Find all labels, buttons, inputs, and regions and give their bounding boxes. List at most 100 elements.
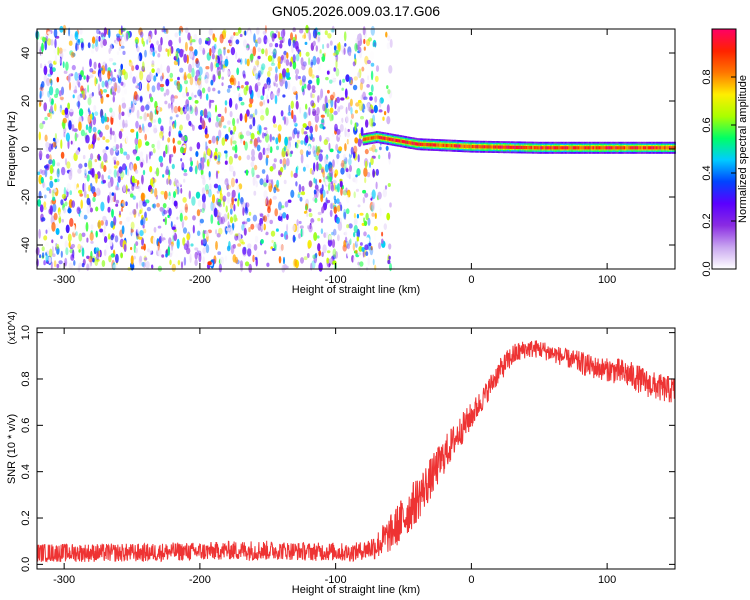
spectrogram-noise-cell [345, 187, 348, 193]
spectrogram-noise-cell [101, 260, 106, 267]
spectrogram-noise-cell [368, 92, 373, 96]
spectrogram-noise-cell [282, 157, 287, 168]
spectrogram-noise-cell [202, 140, 206, 150]
spectrogram-noise-cell [333, 110, 338, 116]
spectrogram-noise-cell [109, 43, 113, 52]
spectrogram-noise-cell [292, 258, 298, 268]
spectrogram-noise-cell [375, 181, 378, 190]
spectrogram-noise-cell [328, 258, 333, 264]
spectrogram-noise-cell [191, 196, 196, 206]
spectrogram-noise-cell [160, 233, 163, 242]
spectrogram-carrier-segment [654, 146, 657, 150]
spectrogram-noise-cell [150, 177, 154, 188]
spectrogram-noise-cell [174, 101, 179, 110]
spectrogram-noise-cell [235, 39, 240, 45]
spectrogram-carrier-segment [447, 143, 450, 148]
spectrogram-noise-cell [50, 105, 53, 113]
spectrogram-noise-cell [76, 206, 81, 215]
spectrogram-noise-cell [146, 74, 152, 82]
spectrogram-carrier-segment [538, 146, 541, 150]
spectrogram-noise-cell [45, 252, 48, 256]
spectrogram-noise [35, 24, 395, 273]
spectrogram-noise-cell [231, 134, 234, 141]
spectrogram-noise-cell [359, 261, 364, 267]
spectrogram-carrier-segment [501, 145, 504, 149]
spectrogram-noise-cell [113, 133, 117, 144]
spectrogram-noise-cell [131, 65, 135, 72]
spectrogram-noise-cell [67, 102, 70, 110]
spectrogram-noise-cell [197, 199, 202, 207]
spectrogram-noise-cell [336, 153, 340, 160]
spectrogram-noise-cell [174, 119, 177, 129]
spectrogram-noise-cell [260, 109, 264, 115]
spectrogram-carrier-segment [413, 141, 416, 146]
spectrogram-noise-cell [44, 194, 47, 199]
spectrogram-noise-cell [171, 226, 176, 230]
spectrogram-noise-cell [216, 232, 221, 238]
spectrogram-noise-cell [168, 237, 172, 246]
spectrogram-noise-cell [98, 31, 101, 35]
spectrogram-noise-cell [189, 166, 193, 173]
spectrogram-noise-cell [347, 190, 350, 198]
spectrogram-carrier-segment [559, 146, 562, 150]
spectrogram-noise-cell [39, 254, 42, 259]
spectrogram-noise-cell [200, 239, 204, 246]
spectrogram-carrier-segment [579, 146, 582, 150]
spectrogram-noise-cell [374, 232, 377, 242]
spectrogram-noise-cell [319, 94, 322, 101]
spectrogram-noise-cell [109, 127, 113, 137]
spectrogram-noise-cell [88, 125, 92, 134]
spectrogram-noise-cell [239, 33, 243, 38]
spectrogram-noise-cell [163, 209, 168, 215]
spectrogram-noise-cell [116, 160, 120, 166]
snr-frame [36, 327, 676, 570]
spectrogram-noise-cell [109, 134, 112, 141]
spectrogram-noise-cell [275, 66, 278, 74]
spectrogram-noise-cell [79, 193, 83, 197]
spectrogram-noise-cell [69, 217, 74, 227]
spectrogram-noise-cell [354, 175, 358, 184]
spectrogram-noise-cell [208, 171, 211, 178]
spectrogram-carrier-segment [597, 146, 600, 150]
spectrogram-noise-cell [339, 79, 342, 86]
spectrogram-noise-cell [175, 114, 179, 118]
spectrogram-noise-cell [346, 224, 350, 229]
spectrogram-carrier-segment [634, 146, 637, 150]
spectrogram-carrier-segment [494, 145, 497, 149]
spectrogram-noise-cell [110, 195, 115, 203]
spectrogram-noise-cell [139, 209, 142, 215]
spectrogram-noise-cell [56, 243, 60, 250]
spectrogram-noise-cell [120, 171, 125, 179]
spectrogram-noise-cell [66, 183, 71, 193]
spectrogram-noise-cell [50, 39, 54, 46]
spectrogram-noise-cell [227, 120, 231, 125]
spectrogram-noise-cell [102, 215, 107, 222]
spectrogram-noise-cell [240, 263, 244, 272]
spectrogram-noise-cell [181, 167, 184, 171]
spectrogram-noise-cell [335, 68, 340, 77]
spectrogram-noise-cell [340, 187, 343, 196]
spectrogram-noise-cell [299, 196, 303, 202]
spectrogram-noise-cell [233, 125, 237, 132]
spectrogram-noise-cell [115, 199, 120, 204]
spectrogram-carrier-segment [594, 146, 597, 150]
spectrogram-noise-cell [212, 87, 216, 92]
spectrogram-noise-cell [357, 154, 360, 163]
spectrogram-noise-cell [157, 53, 161, 58]
spectrogram-noise-cell [80, 129, 85, 137]
spectrogram-carrier-segment [672, 146, 675, 150]
spectrogram-noise-cell [216, 201, 221, 206]
spectrogram-noise-cell [336, 128, 341, 135]
spectrogram-noise-cell [241, 221, 246, 225]
spectrogram-noise-cell [68, 120, 72, 131]
spectrogram-noise-cell [263, 99, 265, 106]
spectrogram-noise-cell [248, 85, 253, 95]
spectrogram-carrier-segment [667, 146, 670, 150]
spectrogram-carrier-segment [442, 143, 445, 147]
spectrogram-noise-cell [244, 58, 247, 65]
spectrogram-carrier-segment [426, 143, 429, 147]
spectrogram-noise-cell [236, 118, 239, 124]
spectrogram-noise-cell [277, 133, 282, 143]
spectrogram-noise-cell [43, 235, 48, 241]
spectrogram-carrier-segment [625, 146, 627, 150]
